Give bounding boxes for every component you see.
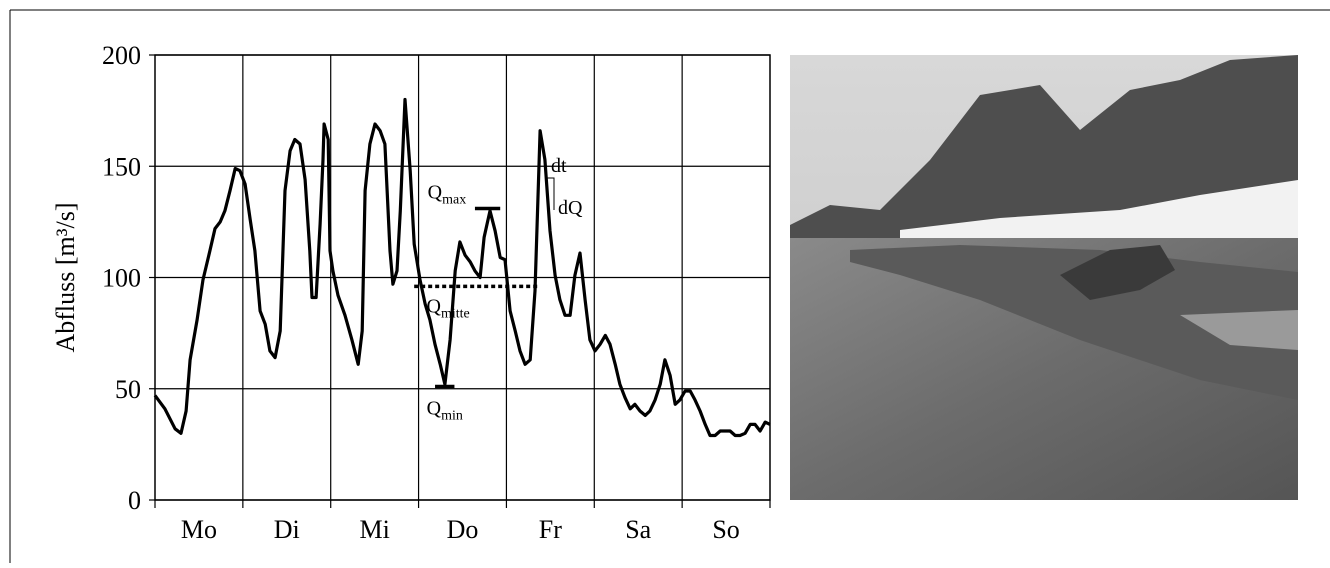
x-tick-label: Fr	[539, 515, 562, 544]
y-axis-label: Abfluss [m³/s]	[51, 202, 80, 352]
annotation-subscript: mitte	[441, 306, 470, 321]
y-tick-label: 200	[102, 41, 141, 70]
photo	[790, 55, 1298, 500]
annotation-symbol: Q	[427, 295, 442, 317]
x-tick-label: Di	[274, 515, 300, 544]
slope-label-dt: dt	[551, 155, 567, 177]
x-tick-label: Mi	[359, 515, 389, 544]
plot-frame	[154, 54, 771, 501]
x-tick-label: Mo	[181, 515, 217, 544]
annotation-symbol: Q	[428, 182, 443, 204]
annotation-subscript: min	[441, 409, 463, 424]
annotation-label: Qmax	[428, 182, 467, 208]
x-tick-label: Sa	[625, 515, 651, 544]
slope-label-dq: dQ	[558, 197, 583, 219]
annotation-symbol: Q	[427, 398, 442, 420]
annotation-subscript: max	[442, 193, 466, 208]
y-tick-label: 100	[102, 264, 141, 293]
annotation-label: Qmin	[427, 398, 463, 424]
slope-bracket	[547, 177, 555, 210]
y-tick-label: 150	[102, 152, 141, 181]
hydrograph-line	[153, 97, 771, 438]
y-tick-label: 0	[128, 486, 141, 515]
chart: 0 50 100 150 200 Mo Di Mi Do Fr Sa So Abfluss [m³/s]…	[51, 41, 771, 544]
x-tick-label: So	[712, 515, 739, 544]
y-tick-label: 50	[115, 375, 141, 404]
annotation-label: Qmitte	[427, 295, 470, 321]
x-tick-label: Do	[447, 515, 479, 544]
